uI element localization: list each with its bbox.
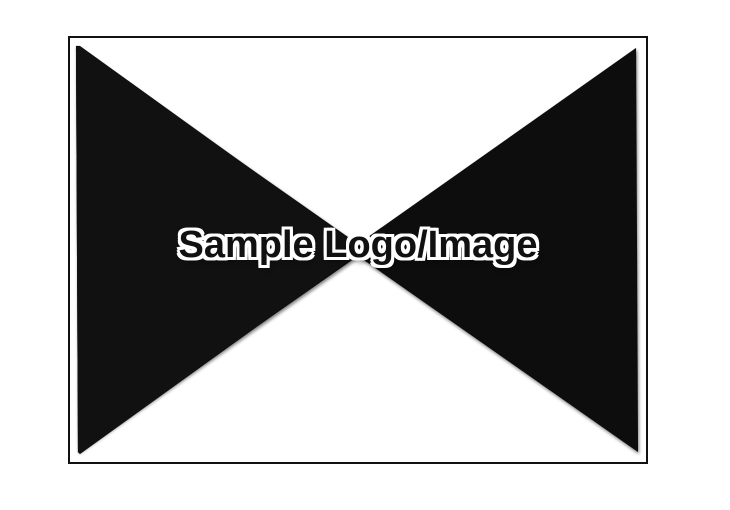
cross-diagonal-line [75, 45, 358, 455]
image-placeholder: Sample Logo/Image [68, 36, 648, 464]
cross-diagonal-line [358, 47, 639, 453]
placeholder-label: Sample Logo/Image [178, 224, 538, 266]
image-placeholder-cross-icon [75, 45, 639, 455]
